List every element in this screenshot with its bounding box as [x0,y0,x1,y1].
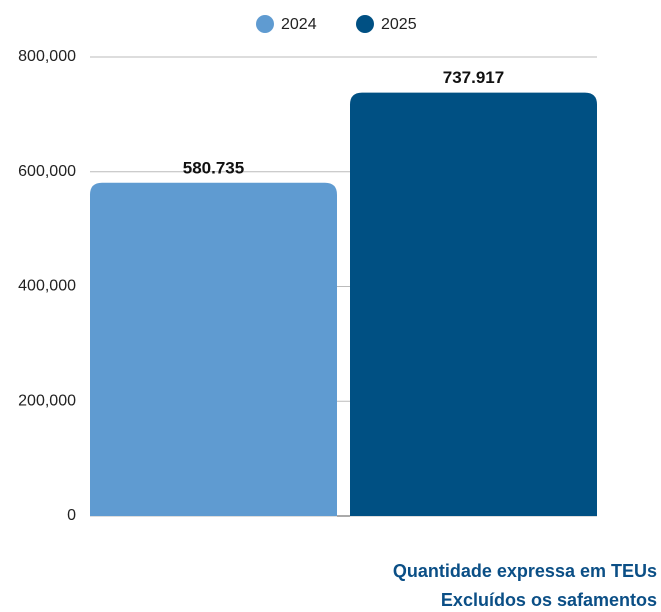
bar [350,92,597,517]
annotation: Excluídos os safamentos [441,590,657,610]
annotation: Quantidade expressa em TEUs [393,561,657,581]
y-tick-label: 600,000 [18,163,76,180]
y-tick-label: 0 [67,507,76,524]
legend-swatch [256,15,274,33]
y-tick-label: 400,000 [18,278,76,295]
value-label: 737.917 [443,68,504,87]
legend-label: 2025 [381,16,417,33]
y-tick-label: 800,000 [18,48,76,65]
bar [90,182,337,517]
y-tick-label: 200,000 [18,392,76,409]
legend-label: 2024 [281,16,317,33]
value-label: 580.735 [183,158,244,177]
legend-swatch [356,15,374,33]
